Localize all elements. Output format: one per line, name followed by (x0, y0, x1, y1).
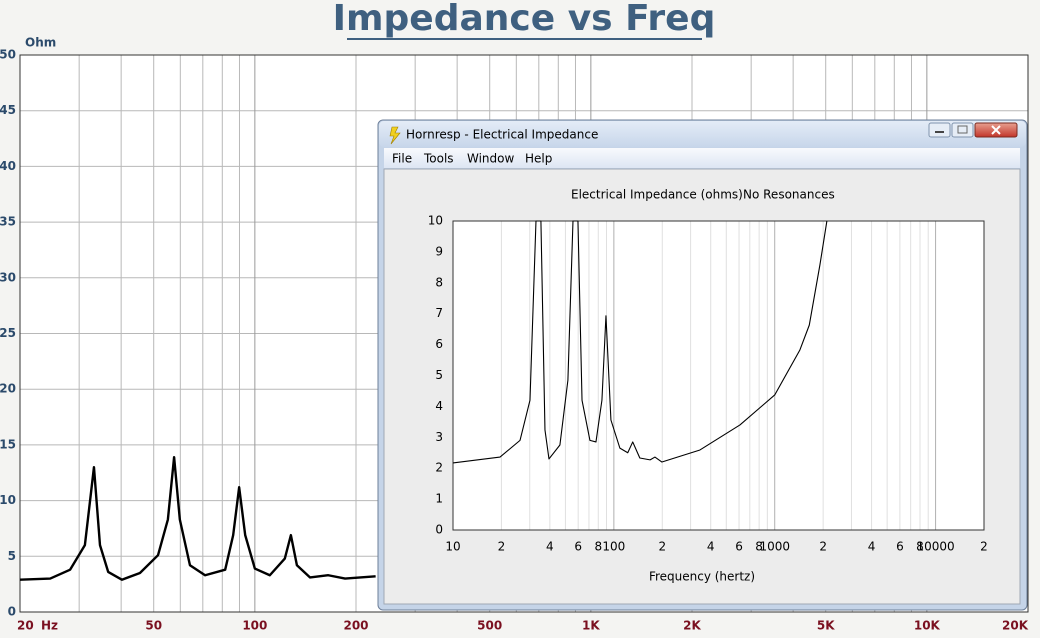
y-tick-label: 35 (0, 215, 16, 229)
x-tick-label: 2K (683, 619, 701, 633)
chart-title: Impedance vs Freq (333, 0, 716, 39)
menu-bar (384, 148, 1020, 168)
x-tick-label: 200 (343, 619, 368, 633)
y-tick-label: 45 (0, 103, 16, 117)
x-tick-label: 8 (916, 540, 924, 554)
x-tick-label: 2 (819, 540, 827, 554)
plot-area (453, 221, 984, 530)
y-tick-label: 50 (0, 48, 16, 62)
y-tick-label: 2 (435, 461, 443, 475)
impedance-line (452, 220, 828, 464)
y-tick-label: 5 (8, 549, 16, 563)
maximize-glyph (957, 125, 968, 134)
x-tick-label: 20K (1002, 619, 1029, 633)
impedance-line (19, 455, 376, 581)
x-tick-label: 100 (242, 619, 267, 633)
app-icon (389, 126, 401, 145)
chart-title: Electrical Impedance (ohms) (571, 188, 743, 202)
x-axis-label: Hz (41, 619, 58, 633)
x-axis-label: Frequency (hertz) (649, 570, 755, 584)
chart-subtitle: No Resonances (743, 188, 835, 202)
y-axis-label: Ohm (25, 36, 56, 50)
menu-item[interactable]: Help (525, 152, 552, 166)
x-tick-label: 2 (980, 540, 988, 554)
maximize-button[interactable] (951, 122, 974, 138)
y-tick-label: 8 (435, 275, 443, 289)
x-tick-label: 20 (17, 619, 34, 633)
x-tick-label: 500 (477, 619, 502, 633)
x-tick-label: 50 (145, 619, 162, 633)
y-tick-label: 20 (0, 382, 16, 396)
x-tick-label: 10000 (916, 540, 954, 554)
minimize-button[interactable] (928, 122, 951, 138)
app-window: Hornresp - Electrical Impedance File Too… (377, 119, 1028, 611)
x-tick-label: 2 (658, 540, 666, 554)
x-tick-label: 6 (896, 540, 904, 554)
x-tick-label: 1000 (759, 540, 790, 554)
x-tick-label: 100 (602, 540, 625, 554)
y-tick-label: 6 (435, 337, 443, 351)
y-tick-label: 25 (0, 326, 16, 340)
plot-border (19, 54, 1029, 613)
y-tick-label: 10 (0, 493, 16, 507)
menu-item[interactable]: Tools (423, 152, 454, 166)
x-tick-label: 10 (445, 540, 460, 554)
x-tick-label: 6 (735, 540, 743, 554)
x-tick-label: 5K (817, 619, 835, 633)
x-tick-label: 8 (755, 540, 763, 554)
y-tick-label: 30 (0, 270, 16, 284)
x-tick-label: 10K (914, 619, 941, 633)
x-tick-label: 4 (707, 540, 715, 554)
x-tick-label: 4 (868, 540, 876, 554)
x-tick-label: 1K (582, 619, 600, 633)
x-tick-label: 8 (594, 540, 602, 554)
menu-item[interactable]: Window (467, 152, 515, 166)
plot-border (452, 220, 985, 531)
y-tick-label: 0 (8, 605, 16, 619)
close-glyph (991, 125, 1001, 135)
y-tick-label: 40 (0, 159, 16, 173)
y-tick-label: 15 (0, 437, 16, 451)
x-tick-label: 2 (498, 540, 506, 554)
y-tick-label: 0 (435, 523, 443, 537)
y-tick-label: 1 (435, 492, 443, 506)
window-title: Hornresp - Electrical Impedance (406, 128, 598, 142)
y-tick-label: 4 (435, 399, 443, 413)
title-bar (379, 121, 1026, 147)
x-tick-label: 4 (546, 540, 554, 554)
menu-item[interactable]: File (392, 152, 412, 166)
y-tick-label: 3 (435, 430, 443, 444)
y-tick-label: 5 (435, 368, 443, 382)
y-tick-label: 10 (428, 214, 443, 228)
y-tick-label: 7 (435, 306, 443, 320)
x-tick-label: 6 (574, 540, 582, 554)
y-tick-label: 9 (435, 244, 443, 258)
